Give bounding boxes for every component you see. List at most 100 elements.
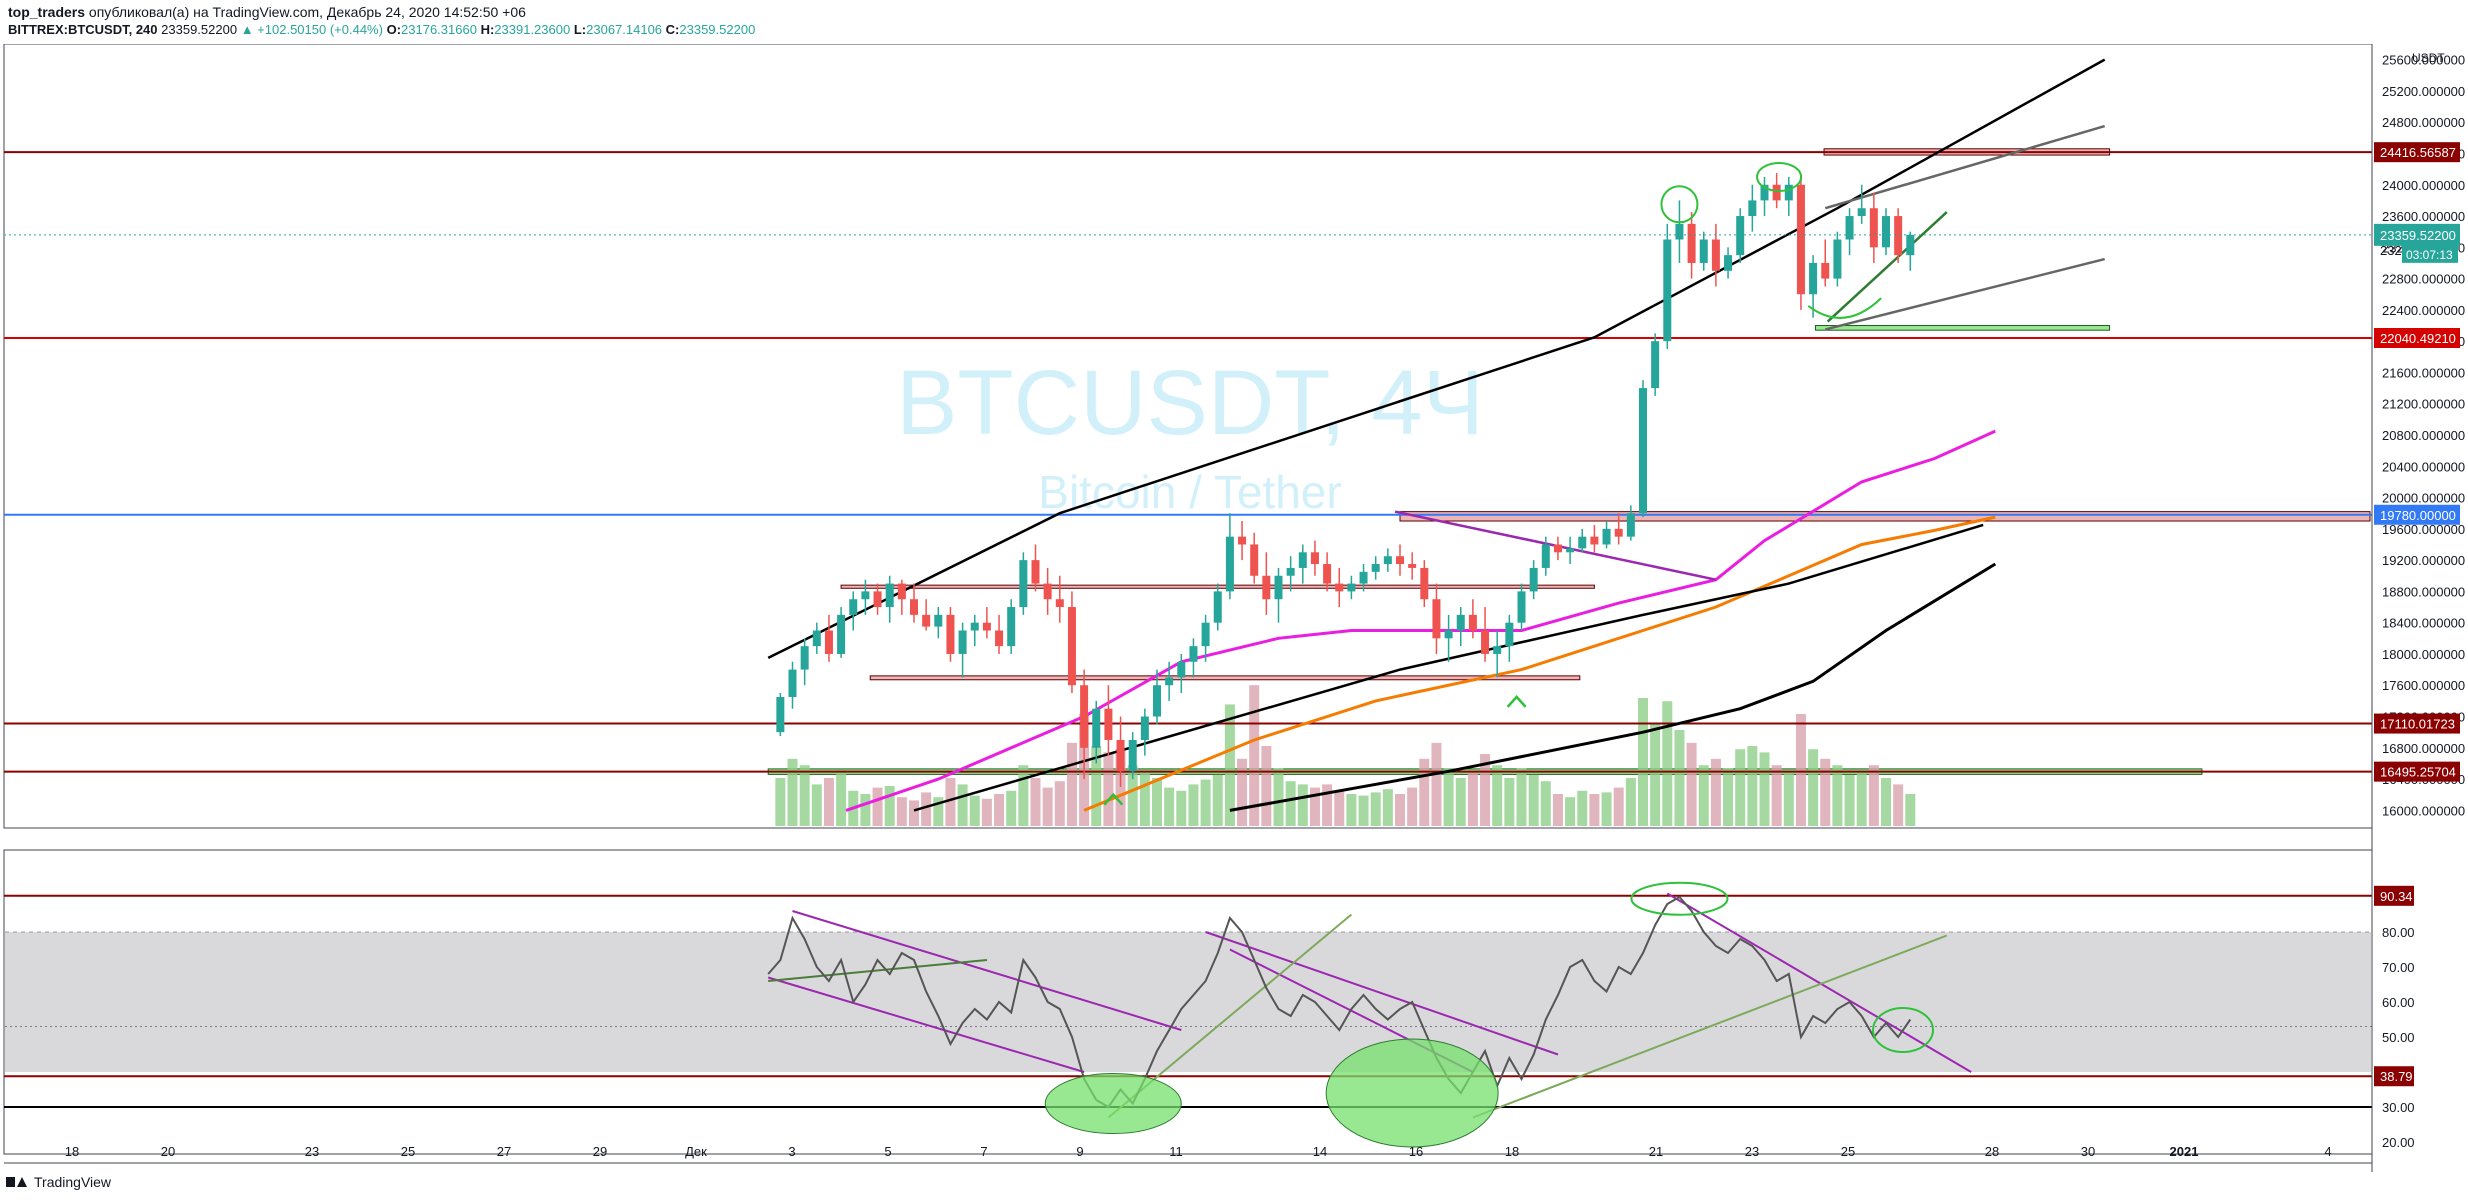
rsi-trendline[interactable]	[768, 959, 987, 982]
candle[interactable]	[1043, 567, 1052, 615]
candle[interactable]	[1359, 564, 1368, 592]
candle[interactable]	[1529, 560, 1538, 600]
rsi-level-tag[interactable]	[2374, 1066, 2414, 1087]
candle[interactable]	[1481, 607, 1490, 662]
candle[interactable]	[1408, 552, 1417, 580]
candle[interactable]	[1468, 599, 1477, 639]
marker-circle[interactable]	[1660, 185, 1699, 224]
candle[interactable]	[910, 583, 918, 623]
candle[interactable]	[1396, 544, 1404, 576]
zone-resistance[interactable]	[1399, 511, 2371, 522]
rsi-level-tag[interactable]	[2374, 885, 2414, 906]
candle[interactable]	[1201, 614, 1210, 662]
last-price-tag[interactable]	[2374, 223, 2460, 246]
rsi-trendline[interactable]	[1666, 892, 1972, 1073]
candle[interactable]	[800, 638, 809, 686]
candle[interactable]	[1809, 255, 1818, 318]
candle[interactable]	[1882, 208, 1890, 256]
symbol-name[interactable]: BITTREX:BTCUSDT, 240	[8, 22, 158, 37]
candle[interactable]	[934, 607, 943, 639]
candle[interactable]	[1894, 208, 1903, 263]
candle[interactable]	[1383, 548, 1392, 572]
marker-chevron[interactable]	[1506, 695, 1527, 708]
price-pane[interactable]	[3, 44, 2373, 829]
price-level-tag[interactable]	[2374, 713, 2460, 734]
candle[interactable]	[1578, 528, 1587, 553]
candle[interactable]	[1140, 708, 1149, 756]
candle[interactable]	[1031, 544, 1040, 592]
candle[interactable]	[995, 614, 1004, 654]
candle[interactable]	[849, 591, 858, 631]
trendline[interactable]	[1826, 211, 1948, 323]
candle[interactable]	[1250, 532, 1259, 584]
candle[interactable]	[897, 579, 906, 615]
trendline[interactable]	[913, 523, 1984, 812]
candle[interactable]	[885, 575, 894, 623]
rsi-peak-circle[interactable]	[1630, 881, 1729, 916]
price-level-tag[interactable]	[2374, 142, 2460, 163]
trendline[interactable]	[1824, 124, 2106, 210]
candle[interactable]	[1153, 669, 1161, 725]
candle[interactable]	[1517, 583, 1526, 631]
candle[interactable]	[1274, 567, 1283, 623]
candle[interactable]	[1748, 184, 1757, 232]
candle[interactable]	[1566, 536, 1575, 565]
candle[interactable]	[946, 607, 955, 662]
candle[interactable]	[1225, 513, 1234, 600]
candle[interactable]	[1821, 239, 1830, 287]
rsi-trendline[interactable]	[792, 910, 1182, 1031]
rsi-dip-circle[interactable]	[1872, 1007, 1935, 1053]
candle[interactable]	[824, 614, 833, 662]
candle[interactable]	[1869, 192, 1878, 263]
candle[interactable]	[1675, 200, 1684, 263]
candle[interactable]	[970, 614, 979, 647]
candle[interactable]	[1784, 176, 1793, 217]
candle[interactable]	[1553, 536, 1562, 561]
candle[interactable]	[861, 579, 870, 615]
candle[interactable]	[958, 622, 967, 678]
candle[interactable]	[1310, 540, 1319, 576]
oscillator-pane[interactable]	[3, 849, 2373, 1155]
candle[interactable]	[1444, 614, 1453, 662]
candle[interactable]	[1796, 176, 1805, 310]
candle[interactable]	[1092, 700, 1101, 764]
candle[interactable]	[1906, 231, 1915, 271]
candle[interactable]	[1238, 521, 1247, 561]
candle[interactable]	[1639, 380, 1647, 518]
candle[interactable]	[1626, 505, 1635, 541]
trendline[interactable]	[1824, 257, 2106, 331]
price-axis[interactable]: 16000.00000016400.00000016800.0000001720…	[2371, 44, 2468, 1172]
marker-arc[interactable]	[1807, 297, 1882, 319]
rsi-trendline[interactable]	[767, 976, 1085, 1073]
candle[interactable]	[1335, 567, 1344, 608]
price-level-tag[interactable]	[2374, 504, 2460, 525]
candle[interactable]	[1724, 247, 1733, 279]
zone-resistance[interactable]	[869, 675, 1581, 681]
candle[interactable]	[1189, 638, 1198, 678]
time-axis[interactable]: 18 20 23 25 27 29 Дек 3 5 7 9 11 14 16 18 21 23 25 28 30 202…	[4, 1144, 2372, 1164]
candle[interactable]	[1420, 560, 1429, 608]
candle[interactable]	[837, 607, 846, 658]
candle[interactable]	[922, 599, 931, 631]
candle[interactable]	[1116, 716, 1125, 787]
candle[interactable]	[1128, 732, 1137, 780]
candle[interactable]	[1493, 630, 1502, 678]
candle[interactable]	[1286, 556, 1295, 592]
candle[interactable]	[1760, 176, 1769, 217]
candle[interactable]	[1104, 685, 1113, 756]
candle[interactable]	[1262, 552, 1271, 615]
candle[interactable]	[1505, 614, 1514, 662]
zone-support[interactable]	[1815, 325, 2111, 331]
trendline[interactable]	[767, 58, 2106, 660]
brand-name[interactable]: TradingView	[34, 1174, 112, 1190]
candle[interactable]	[1371, 556, 1380, 580]
candle[interactable]	[1213, 583, 1222, 631]
marker-chevron[interactable]	[1103, 792, 1124, 806]
candle[interactable]	[1298, 544, 1307, 584]
candle[interactable]	[1590, 524, 1599, 553]
candle[interactable]	[812, 622, 821, 654]
candle[interactable]	[788, 661, 797, 709]
candle[interactable]	[1323, 552, 1332, 592]
price-level-tag[interactable]	[2374, 761, 2460, 782]
candle[interactable]	[1602, 521, 1611, 549]
